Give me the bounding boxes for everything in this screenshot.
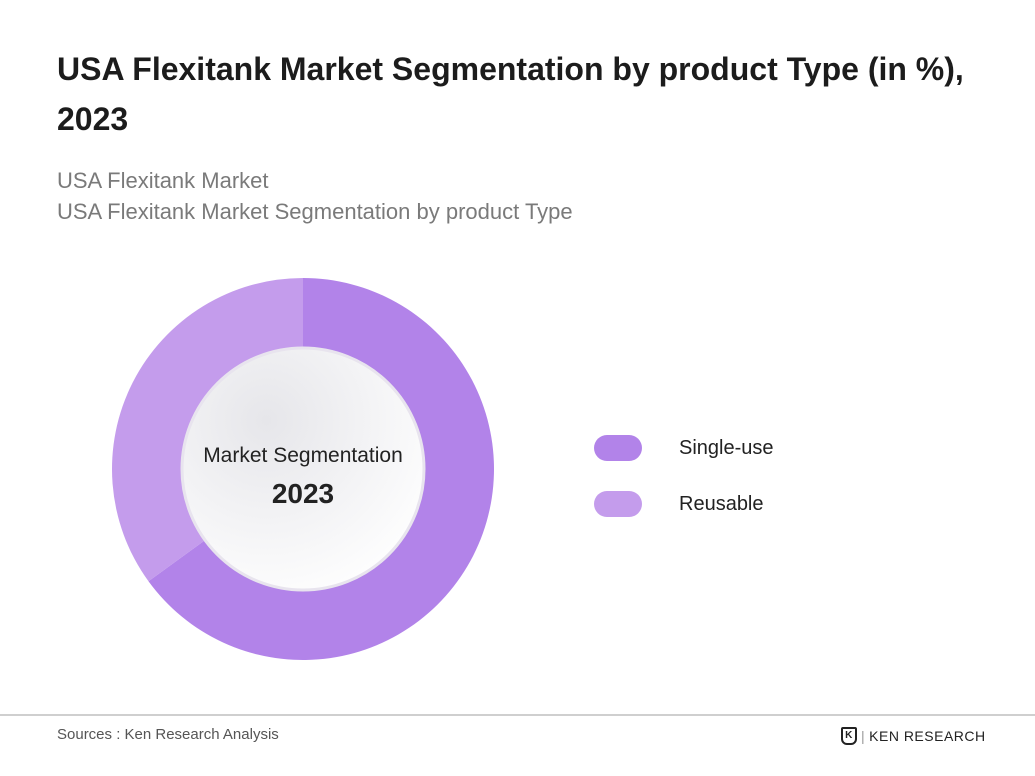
source-note: Sources : Ken Research Analysis (57, 726, 279, 743)
footer-divider (0, 714, 1035, 716)
page-title: USA Flexitank Market Segmentation by pro… (57, 51, 964, 137)
ken-research-logo: K | KEN RESEARCH (841, 727, 986, 745)
slice-reusable (112, 278, 303, 582)
legend-label: Single-use (679, 436, 774, 459)
donut-chart (112, 278, 495, 661)
legend-label: Reusable (679, 492, 764, 515)
legend-item-single-use: Single-use (594, 435, 774, 461)
legend-swatch (594, 435, 642, 461)
subtitle-segmentation: USA Flexitank Market Segmentation by pro… (57, 199, 573, 224)
logo-mark-icon: K (841, 727, 857, 745)
slice-single-use (148, 278, 495, 661)
donut-center (180, 346, 426, 592)
legend-item-reusable: Reusable (594, 491, 764, 517)
center-year: 2023 (271, 478, 335, 509)
legend-swatch (594, 491, 642, 517)
subtitle-market: USA Flexitank Market (57, 168, 269, 193)
logo-text: KEN RESEARCH (869, 728, 986, 744)
center-label: Market Segmentation (203, 444, 403, 467)
